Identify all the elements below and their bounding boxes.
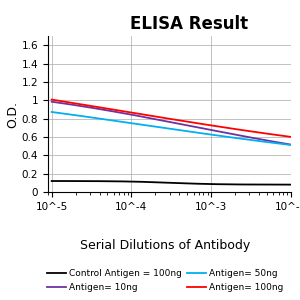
Control Antigen = 100ng — [139, 180, 142, 184]
Antigen= 10ng — [139, 115, 142, 118]
Antigen= 100ng — [260, 131, 264, 135]
Antigen= 100ng — [194, 121, 198, 125]
Antigen= 50ng — [260, 140, 264, 143]
Antigen= 50ng — [139, 123, 142, 126]
Antigen= 10ng — [116, 110, 120, 114]
Antigen= 100ng — [116, 109, 120, 112]
Y-axis label: O.D.: O.D. — [6, 100, 19, 127]
Line: Antigen= 10ng: Antigen= 10ng — [52, 102, 291, 145]
Line: Antigen= 50ng: Antigen= 50ng — [52, 112, 291, 145]
Antigen= 10ng — [260, 138, 264, 141]
Antigen= 100ng — [115, 108, 119, 112]
Control Antigen = 100ng — [116, 179, 120, 183]
Legend: Control Antigen = 100ng, Antigen= 10ng, Antigen= 50ng, Antigen= 100ng: Control Antigen = 100ng, Antigen= 10ng, … — [43, 266, 287, 296]
Control Antigen = 100ng — [194, 182, 198, 185]
Antigen= 50ng — [116, 119, 120, 123]
Antigen= 50ng — [211, 133, 215, 137]
Control Antigen = 100ng — [115, 179, 119, 183]
Antigen= 10ng — [289, 143, 293, 146]
Antigen= 50ng — [194, 131, 198, 134]
Antigen= 50ng — [50, 110, 53, 114]
Antigen= 50ng — [115, 119, 119, 123]
Title: ELISA Result: ELISA Result — [130, 15, 248, 33]
Antigen= 10ng — [211, 128, 215, 132]
Text: Serial Dilutions of Antibody: Serial Dilutions of Antibody — [80, 239, 250, 252]
Antigen= 50ng — [289, 143, 293, 147]
Antigen= 100ng — [50, 98, 53, 101]
Antigen= 10ng — [194, 125, 198, 129]
Control Antigen = 100ng — [211, 182, 215, 186]
Antigen= 10ng — [115, 110, 119, 114]
Antigen= 100ng — [289, 135, 293, 139]
Antigen= 100ng — [211, 124, 215, 128]
Control Antigen = 100ng — [260, 183, 264, 186]
Antigen= 10ng — [50, 100, 53, 103]
Control Antigen = 100ng — [50, 179, 53, 183]
Line: Control Antigen = 100ng: Control Antigen = 100ng — [52, 181, 291, 184]
Antigen= 100ng — [139, 112, 142, 116]
Line: Antigen= 100ng: Antigen= 100ng — [52, 100, 291, 137]
Control Antigen = 100ng — [289, 183, 293, 186]
